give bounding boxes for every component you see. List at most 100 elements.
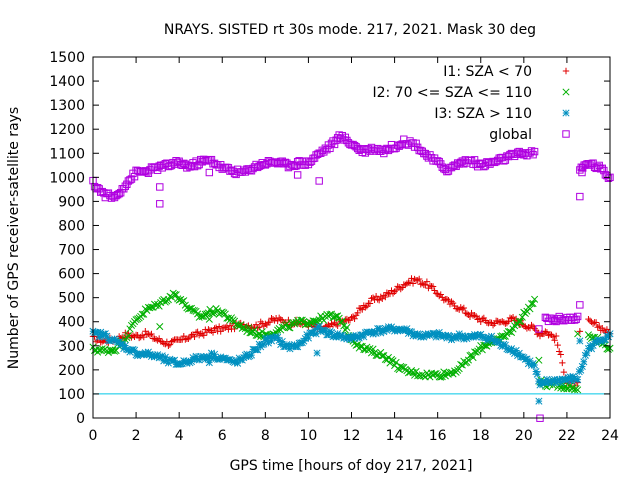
data-point xyxy=(437,291,444,298)
data-point xyxy=(463,310,471,317)
data-point xyxy=(215,355,223,363)
data-point xyxy=(152,336,160,343)
data-point xyxy=(501,341,509,349)
data-point xyxy=(126,325,134,333)
data-point xyxy=(362,304,369,311)
data-point xyxy=(604,333,613,341)
outlier-point xyxy=(313,349,321,357)
outlier-point xyxy=(576,192,584,201)
data-point xyxy=(477,318,484,325)
data-point xyxy=(416,275,423,283)
data-point xyxy=(158,352,166,360)
data-point xyxy=(380,352,388,360)
data-point xyxy=(554,376,562,384)
data-point xyxy=(541,379,549,387)
data-point xyxy=(409,280,417,287)
outlier-point xyxy=(578,168,586,177)
data-point xyxy=(106,337,114,345)
data-point xyxy=(334,322,341,330)
data-point xyxy=(535,377,543,385)
outlier-point xyxy=(205,359,213,367)
data-point xyxy=(368,295,375,302)
data-point xyxy=(381,355,389,363)
data-point xyxy=(551,375,559,383)
data-point xyxy=(414,277,421,284)
data-point xyxy=(109,346,117,354)
data-point xyxy=(422,281,429,288)
legend-marker xyxy=(562,88,570,96)
data-point xyxy=(375,324,383,333)
outlier-point xyxy=(156,183,164,191)
legend-marker xyxy=(562,109,570,117)
y-tick-label: 800 xyxy=(58,218,85,234)
data-point xyxy=(334,329,342,338)
legend-label: I2: 70 <= SZA <= 110 xyxy=(372,85,532,101)
data-point xyxy=(507,345,516,353)
x-tick-label: 8 xyxy=(261,428,270,444)
data-point xyxy=(275,336,283,344)
data-point xyxy=(460,304,468,312)
data-point xyxy=(432,290,440,297)
data-point xyxy=(559,359,566,367)
data-point xyxy=(403,280,411,287)
data-point xyxy=(375,296,383,304)
data-point xyxy=(178,360,186,368)
legend-label: I1: SZA < 70 xyxy=(443,64,532,80)
data-point xyxy=(132,351,140,359)
data-point xyxy=(528,321,535,329)
data-point xyxy=(527,300,536,308)
data-point xyxy=(263,334,271,342)
y-tick-label: 500 xyxy=(58,291,85,307)
y-tick-label: 100 xyxy=(58,387,85,403)
data-point xyxy=(346,336,354,344)
chart-title: NRAYS. SISTED rt 30s mode. 217, 2021. Ma… xyxy=(164,22,536,38)
data-point xyxy=(526,305,534,313)
data-point xyxy=(391,288,398,295)
data-point xyxy=(479,315,486,323)
data-point xyxy=(573,312,582,321)
data-point xyxy=(234,359,242,367)
data-point xyxy=(294,343,302,351)
data-point xyxy=(529,299,537,308)
data-point xyxy=(495,338,503,346)
data-point xyxy=(138,350,146,358)
data-point xyxy=(187,357,196,366)
data-point xyxy=(300,337,308,345)
data-point xyxy=(129,345,137,354)
data-point xyxy=(503,345,511,353)
data-point xyxy=(251,326,259,334)
data-point xyxy=(532,367,540,376)
data-point xyxy=(518,313,526,321)
data-point xyxy=(437,373,445,381)
x-tick-label: 16 xyxy=(429,428,447,444)
x-tick-label: 12 xyxy=(343,428,361,444)
x-tick-label: 0 xyxy=(89,428,98,444)
data-point xyxy=(258,341,266,349)
data-point xyxy=(278,337,286,346)
data-point xyxy=(419,280,426,287)
data-point xyxy=(505,318,512,325)
legend-label: I3: SZA > 110 xyxy=(434,106,532,122)
data-point xyxy=(557,351,564,358)
x-tick-label: 4 xyxy=(175,428,184,444)
outlier-point xyxy=(293,171,302,179)
data-point xyxy=(533,370,541,378)
data-point xyxy=(429,283,437,290)
data-point xyxy=(483,336,491,344)
data-point xyxy=(192,329,200,336)
data-point xyxy=(130,346,139,354)
data-point xyxy=(206,353,214,361)
legend: I1: SZA < 70 I2: 70 <= SZA <= 110 I3: SZA … xyxy=(372,64,570,143)
data-point xyxy=(436,292,443,300)
data-point xyxy=(180,297,188,305)
data-point xyxy=(243,350,251,358)
data-point xyxy=(583,349,591,357)
data-point xyxy=(445,296,452,304)
data-point xyxy=(163,357,171,365)
legend-marker xyxy=(562,130,570,138)
x-axis-label: GPS time [hours of doy 217, 2021] xyxy=(230,458,473,474)
data-point xyxy=(311,326,319,334)
data-point xyxy=(315,322,323,330)
data-point xyxy=(262,320,269,327)
data-point xyxy=(515,349,523,357)
